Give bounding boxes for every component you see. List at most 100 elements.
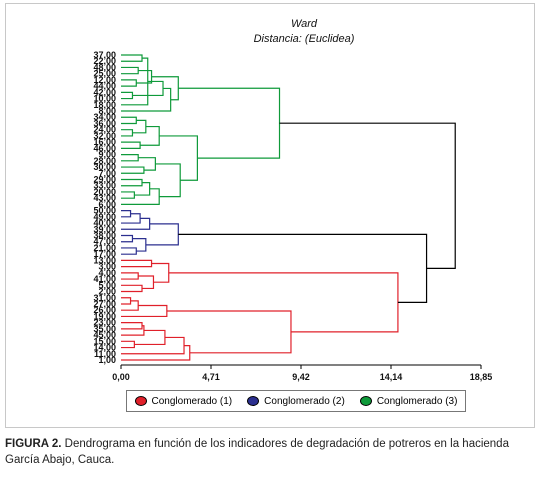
dendrogram-link — [145, 223, 179, 246]
dendrogram-chart: 37,0022,0048,0025,0012,0044,0042,0010,00… — [93, 18, 493, 382]
legend-item-cluster-2: Conglomerado (2) — [247, 396, 345, 407]
leaf-label: 23,00 — [93, 318, 116, 328]
leaf-label: 12,00 — [93, 75, 116, 85]
caption-label: FIGURA 2. — [5, 438, 62, 450]
leaf-label: 47,00 — [93, 237, 116, 247]
leaf-label: 44,00 — [93, 81, 116, 91]
leaf-label: 3,00 — [98, 262, 116, 272]
legend-swatch-cluster-1 — [134, 396, 147, 406]
x-tick-label: 14,14 — [380, 372, 403, 382]
leaf-label: 43,00 — [93, 193, 116, 203]
dendrogram-link — [121, 66, 139, 75]
dendrogram-link — [121, 213, 141, 224]
legend-swatch-cluster-2 — [247, 396, 260, 406]
dendrogram-link — [121, 188, 160, 205]
dendrogram-links — [121, 54, 456, 361]
dendrogram-link — [121, 57, 149, 106]
leaf-label: 18,00 — [93, 100, 116, 110]
dendrogram-link — [121, 210, 132, 218]
leaf-label: 28,00 — [93, 156, 116, 166]
dendrogram-link — [134, 329, 166, 346]
dendrogram-link — [121, 304, 168, 318]
dendrogram-link — [132, 119, 147, 134]
x-tick-label: 4,71 — [202, 372, 220, 382]
dendrogram-link — [121, 272, 139, 280]
dendrogram-link — [121, 247, 137, 255]
leaf-label: 10,00 — [93, 94, 116, 104]
leaf-label: 21,00 — [93, 243, 116, 253]
dendrogram-link — [121, 87, 172, 112]
dendrogram-link — [121, 91, 134, 100]
leaf-label: 31,00 — [93, 293, 116, 303]
leaf-label: 38,00 — [93, 231, 116, 241]
leaf-label: 29,00 — [93, 174, 116, 184]
leaf-label: 8,00 — [98, 106, 116, 116]
dendrogram-link — [151, 262, 170, 283]
leaf-label: 9,00 — [98, 150, 116, 160]
leaf-label: 34,00 — [93, 112, 116, 122]
dendrogram-link — [121, 191, 135, 199]
leaf-label: 2,00 — [98, 287, 116, 297]
dendrogram-link — [159, 135, 198, 181]
dendrogram-link — [121, 325, 145, 336]
legend-label-cluster-3: Conglomerado (3) — [376, 395, 458, 407]
leaf-label: 36,00 — [93, 118, 116, 128]
leaf-label: 40,00 — [93, 218, 116, 228]
dendrogram-link — [121, 297, 132, 305]
dendrogram-link — [121, 340, 135, 349]
dendrogram-link — [132, 238, 147, 252]
leaf-label: 13,00 — [93, 255, 116, 265]
leaf-label: 30,00 — [93, 162, 116, 172]
dendrogram-link — [121, 234, 134, 243]
dendrogram-link — [140, 125, 160, 146]
leaf-label: 49,00 — [93, 212, 116, 222]
dendrogram-link — [138, 157, 156, 171]
legend-item-cluster-3: Conglomerado (3) — [359, 395, 458, 407]
dendrogram-link — [121, 129, 134, 137]
legend-label-cluster-2: Conglomerado (2) — [264, 395, 345, 407]
leaf-labels: 37,0022,0048,0025,0012,0044,0042,0010,00… — [93, 50, 116, 365]
leaf-label: 45,00 — [93, 330, 116, 340]
leaf-label: 7,00 — [98, 168, 116, 178]
dendrogram-link — [121, 336, 185, 355]
dendrogram-link — [121, 153, 139, 162]
dendrogram-link — [279, 122, 456, 269]
leaf-label: 33,00 — [93, 181, 116, 191]
dendrogram-link — [155, 163, 181, 198]
leaf-label: 14,00 — [93, 343, 116, 353]
leaf-label: 35,00 — [93, 324, 116, 334]
leaf-label: 25,00 — [93, 69, 116, 79]
leaf-label: 46,00 — [93, 143, 116, 153]
dendrogram-link — [121, 259, 153, 268]
dendrogram-link — [121, 217, 151, 230]
leaf-label: 6,00 — [98, 199, 116, 209]
x-tick-label: 0,00 — [112, 372, 130, 382]
dendrogram-link — [121, 322, 143, 330]
leaf-label: 15,00 — [93, 336, 116, 346]
chart-title: Ward — [291, 18, 318, 30]
dendrogram-link — [121, 79, 137, 87]
dendrogram-link — [178, 233, 428, 303]
dendrogram-link — [121, 54, 143, 62]
leaf-label: 26,00 — [93, 305, 116, 315]
legend-item-cluster-1: Conglomerado (1) — [134, 396, 232, 407]
dendrogram-link — [134, 182, 151, 196]
dendrogram-link — [178, 87, 281, 159]
leaf-label: 39,00 — [93, 224, 116, 234]
dendrogram-link — [136, 69, 153, 84]
dendrogram-link — [138, 275, 155, 290]
dendrogram-link — [121, 141, 141, 149]
dendrogram-link — [121, 166, 145, 174]
leaf-label: 20,00 — [93, 187, 116, 197]
figure-panel: 37,00 22,00 48,00 25,00 12,00 44,00 42,00 10,00… — [5, 3, 535, 428]
leaf-label: 11,00 — [94, 349, 116, 359]
dendrogram-link — [151, 76, 179, 101]
x-tick-label: 9,42 — [292, 372, 310, 382]
leaf-label: 17,00 — [93, 249, 116, 259]
dendrogram-link — [121, 116, 137, 125]
leaf-label: 5,00 — [98, 280, 116, 290]
legend: Conglomerado (1) Conglomerado (2) Conglo… — [126, 390, 466, 412]
x-tick-label: 18,85 — [470, 372, 493, 382]
leaf-label: 24,00 — [93, 125, 116, 135]
leaf-label: 16,00 — [93, 137, 116, 147]
